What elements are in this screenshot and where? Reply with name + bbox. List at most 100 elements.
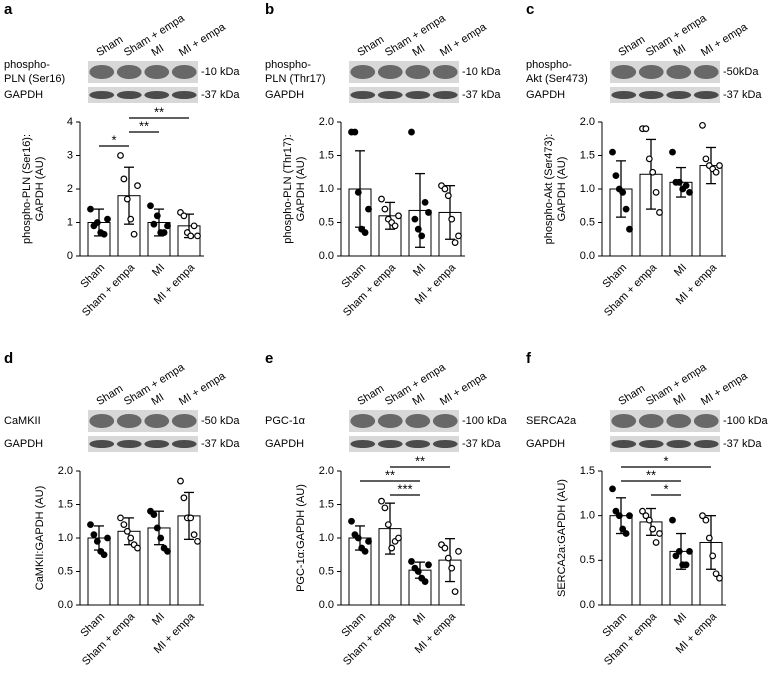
data-point [384, 521, 392, 528]
data-point [164, 222, 171, 230]
data-point [642, 125, 650, 133]
data-point [639, 507, 646, 515]
data-point [134, 544, 141, 552]
data-point [656, 209, 663, 216]
y-tick-label: 1.0 [580, 510, 595, 522]
data-point [408, 558, 415, 565]
blot-background [610, 87, 720, 103]
y-tick-label: 0.5 [58, 565, 73, 577]
data-point [656, 530, 663, 537]
lane-label: Sham [617, 34, 648, 59]
y-tick-label: 1.5 [58, 498, 73, 510]
significance-label: ** [154, 104, 164, 119]
data-point [612, 507, 620, 515]
data-point [615, 512, 623, 520]
data-point [649, 168, 657, 176]
blot-row-label: PLN (Ser16) [4, 73, 65, 85]
blot-background [88, 87, 198, 103]
data-point [418, 232, 426, 240]
x-tick-label: Sham + empa [80, 261, 138, 319]
blot-band [116, 414, 142, 428]
lane-label: MI [150, 391, 167, 408]
y-axis-label: phospho-PLN (Ser16): [21, 134, 33, 244]
y-tick-label: 1.0 [319, 532, 334, 544]
lane-label: MI + empa [177, 21, 228, 59]
data-point [194, 232, 201, 240]
significance-label: ** [415, 453, 425, 468]
data-point [127, 215, 135, 223]
blot-row-label: GAPDH [265, 89, 304, 101]
blot-band [89, 440, 115, 448]
data-point [702, 155, 710, 163]
blot-size-label: -37 kDa [462, 89, 501, 101]
data-point [378, 497, 385, 505]
blot-background [349, 436, 459, 452]
blot-band [405, 440, 431, 448]
data-point [619, 525, 627, 533]
blot-row-label: GAPDH [265, 438, 304, 450]
blot-band [405, 91, 431, 99]
y-tick-label: 0.5 [319, 565, 334, 577]
panel-letter: a [4, 1, 13, 18]
blot-size-label: -50 kDa [201, 415, 240, 427]
significance-label: * [663, 481, 668, 496]
data-point [164, 548, 171, 555]
blot-background [610, 410, 720, 432]
data-point [153, 524, 161, 532]
data-point [354, 188, 362, 196]
data-point [425, 561, 432, 569]
x-tick-label: MI [411, 611, 428, 628]
y-tick-label: 1.5 [319, 149, 334, 161]
data-point [395, 534, 402, 542]
data-point [354, 534, 362, 542]
blot-band [171, 65, 197, 79]
lane-label: Sham [356, 383, 387, 408]
blot-band [693, 91, 719, 99]
y-tick-label: 2.0 [319, 116, 334, 128]
data-point [649, 525, 657, 533]
x-tick-label: MI [411, 262, 428, 279]
data-point [705, 534, 713, 542]
y-tick-label: 2.0 [580, 116, 595, 128]
blot-row-label: SERCA2a [526, 415, 577, 427]
x-tick-label: Sham + empa [341, 261, 399, 319]
data-point [652, 188, 660, 196]
data-point [381, 504, 389, 512]
blot-band [693, 65, 719, 79]
y-tick-label: 0.5 [580, 554, 595, 566]
data-point [187, 514, 195, 522]
blot-band [377, 91, 403, 99]
lane-label: MI + empa [438, 21, 489, 59]
data-point [448, 215, 456, 223]
blot-row-label: Akt (Ser473) [526, 73, 588, 85]
data-point [451, 588, 459, 595]
data-point [388, 544, 396, 552]
data-point [455, 548, 462, 555]
blot-band [638, 440, 664, 448]
blot-size-label: -37 kDa [201, 89, 240, 101]
data-point [421, 198, 429, 206]
data-point [348, 517, 355, 525]
blot-band [611, 414, 637, 428]
data-point [712, 168, 720, 176]
data-point [626, 225, 633, 233]
y-axis-label: PGC-1α:GAPDH (AU) [295, 484, 307, 592]
blot-band [638, 414, 664, 428]
y-axis-label: CaMKII:GAPDH (AU) [34, 486, 46, 591]
significance-label: * [111, 132, 116, 147]
blot-background [88, 410, 198, 432]
panel: e Sham Sham + empa MI MI + empa PGC-1α -100 kD… [265, 350, 508, 668]
data-point [190, 222, 198, 230]
data-point [699, 512, 706, 520]
lane-label: MI [672, 42, 689, 59]
data-point [686, 548, 693, 555]
y-tick-label: 0.0 [319, 599, 334, 611]
data-point [87, 521, 94, 528]
blot-band [144, 414, 170, 428]
blot-size-label: -10 kDa [201, 66, 240, 78]
x-tick-label: Sham + empa [602, 261, 660, 319]
y-tick-label: 0.0 [580, 250, 595, 262]
blot-row-label: PGC-1α [265, 415, 306, 427]
data-point [180, 494, 188, 502]
